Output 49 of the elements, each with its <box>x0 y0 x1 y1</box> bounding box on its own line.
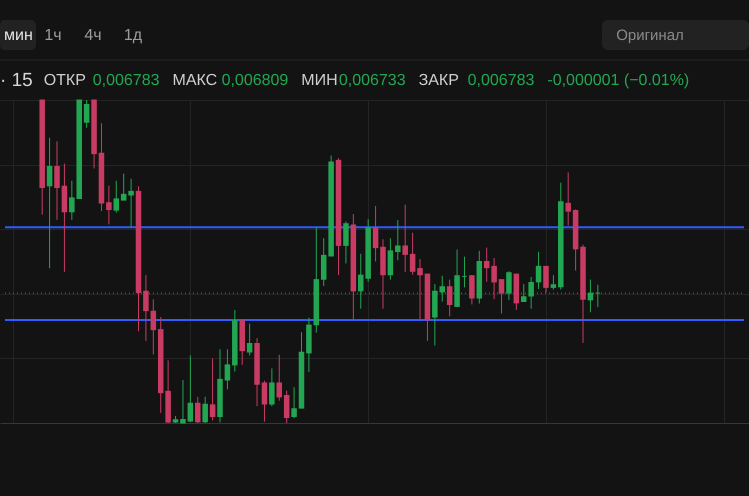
candlestick <box>446 279 452 317</box>
text: Оригинал <box>616 27 684 44</box>
candlestick <box>550 274 556 290</box>
candlestick <box>528 276 534 310</box>
candlestick <box>484 247 490 282</box>
candlestick <box>284 390 290 424</box>
candlestick <box>320 238 326 287</box>
candlestick <box>202 396 208 424</box>
candlestick <box>395 220 401 261</box>
candlestick <box>69 180 75 220</box>
candlestick <box>120 173 126 201</box>
text: 0,006783 <box>92 72 160 89</box>
candlestick <box>224 348 230 390</box>
candlestick <box>343 220 349 264</box>
chart-title: · 15 <box>0 70 33 91</box>
candlestick <box>46 137 52 269</box>
candlestick <box>543 266 549 294</box>
text: 1ч <box>44 27 62 44</box>
candlestick <box>84 100 90 128</box>
candlestick <box>188 354 194 423</box>
candlestick <box>498 279 504 314</box>
text: ЗАКР <box>418 72 459 89</box>
text: 0,006783 <box>468 72 534 89</box>
text: МАКС <box>172 72 218 89</box>
candlestick <box>128 178 134 228</box>
text: 0,006733 <box>338 72 406 89</box>
candlestick <box>246 323 252 356</box>
text: мин <box>4 27 33 44</box>
candlestick <box>402 204 408 273</box>
text: ОТКР <box>44 72 86 89</box>
candlestick <box>114 180 120 214</box>
candlestick <box>536 251 542 290</box>
candlestick <box>469 274 475 305</box>
candlestick <box>388 238 394 280</box>
text: 1д <box>124 27 143 44</box>
candlestick <box>210 358 216 421</box>
text: 0,006809 <box>222 72 288 89</box>
text: -0,000001 (−0.01%) <box>547 72 690 89</box>
candlestick <box>269 368 275 407</box>
text: МИН <box>301 72 338 89</box>
candlestick <box>150 298 156 356</box>
candlestick <box>276 354 282 402</box>
candlestick <box>565 172 571 226</box>
candlestick <box>195 396 201 424</box>
candlestick <box>410 232 416 276</box>
candlestick <box>106 185 112 225</box>
text: 4ч <box>84 27 102 44</box>
candlestick <box>291 386 297 419</box>
candlestick <box>491 257 497 300</box>
